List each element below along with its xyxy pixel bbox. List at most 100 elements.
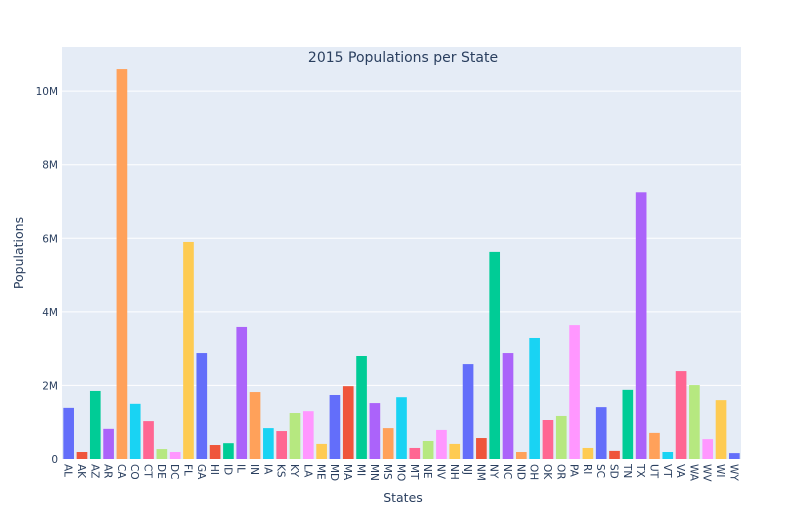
bar-IL[interactable] [236,326,248,459]
bar-GA[interactable] [196,353,208,459]
bar-OH[interactable] [529,337,540,459]
bar-CO[interactable] [129,403,141,459]
bar-MD[interactable] [329,394,341,459]
x-tick-label: NJ [461,464,473,475]
bar-ID[interactable] [223,443,234,459]
bar-MO[interactable] [396,397,407,459]
bar-TX[interactable] [635,192,647,459]
x-tick-label: SC [594,464,606,478]
x-tick-label: NY [488,464,500,479]
x-tick-label: CO [128,464,140,480]
bar-RI[interactable] [582,447,594,459]
x-tick-label: MI [355,464,367,476]
x-tick-label: MA [341,464,353,481]
bar-AZ[interactable] [89,390,101,459]
chart-title: 2015 Populations per State [308,50,498,66]
bar-MN[interactable] [369,403,381,459]
x-tick-label: TX [634,463,646,478]
x-tick-label: WI [714,464,726,477]
x-tick-label: NV [434,464,446,480]
bar-IA[interactable] [263,428,274,459]
x-tick-label: AR [102,464,114,478]
bar-AL[interactable] [63,407,74,459]
bar-WA[interactable] [689,385,700,459]
x-tick-label: AL [62,464,74,477]
bar-MI[interactable] [356,356,367,459]
bar-ND[interactable] [515,452,527,459]
x-axis-label: States [383,490,423,505]
bar-IN[interactable] [249,392,261,459]
y-axis-label: Populations [11,217,26,289]
x-tick-label: NM [474,464,486,481]
x-tick-label: SD [608,464,620,479]
x-tick-label: TN [621,463,633,478]
y-tick-label: 6M [42,233,58,245]
y-tick-label: 10M [36,86,58,98]
x-tick-label: MT [408,464,420,480]
x-tick-label: MO [395,464,407,481]
bar-KS[interactable] [276,431,288,459]
x-tick-label: KS [275,464,287,478]
bar-AK[interactable] [76,452,88,459]
bar-SD[interactable] [609,450,620,459]
x-tick-label: DE [155,464,167,479]
bar-NE[interactable] [422,440,434,459]
x-tick-label: AZ [88,464,100,478]
bar-WV[interactable] [702,439,714,459]
bar-AR[interactable] [103,428,114,459]
x-tick-label: OK [541,464,553,480]
bar-WI[interactable] [715,400,727,459]
bar-NC[interactable] [502,353,514,459]
x-tick-label: WY [727,464,739,481]
bar-DC[interactable] [169,452,181,459]
bar-CA[interactable] [116,69,128,460]
bar-UT[interactable] [649,432,660,459]
x-tick-label: NC [501,464,513,479]
bar-NV[interactable] [436,429,447,459]
bar-VA[interactable] [675,371,687,459]
bar-MT[interactable] [409,447,421,459]
x-tick-label: HI [208,464,220,475]
x-tick-label: KY [288,464,300,478]
bar-TN[interactable] [622,389,634,459]
x-tick-label: NE [421,464,433,479]
x-tick-label: OH [528,464,540,480]
x-tick-label: IN [248,464,260,475]
x-tick-label: ID [221,464,233,475]
bar-NY[interactable] [489,251,501,459]
x-tick-label: VT [661,464,673,478]
bar-NJ[interactable] [462,364,474,459]
bar-DE[interactable] [156,449,168,459]
y-tick-label: 8M [42,160,58,172]
bar-LA[interactable] [302,411,314,459]
x-tick-label: UT [647,464,659,479]
y-tick-label: 4M [42,307,58,319]
x-tick-label: IA [261,464,273,475]
bar-PA[interactable] [569,325,580,459]
x-tick-label: MS [381,464,393,480]
y-tick-label: 2M [42,380,58,392]
x-tick-label: CA [115,464,127,479]
bar-CT[interactable] [143,421,154,459]
x-tick-label: OR [554,464,566,480]
bar-VT[interactable] [662,452,674,459]
x-tick-label: GA [195,464,207,480]
bar-ME[interactable] [316,443,327,459]
x-tick-label: VA [674,464,686,479]
bar-SC[interactable] [595,407,607,459]
bar-KY[interactable] [289,413,301,459]
bar-MS[interactable] [382,428,394,459]
bar-WY[interactable] [729,453,740,459]
bar-FL[interactable] [183,241,194,459]
bar-OR[interactable] [555,415,567,459]
x-tick-label: WA [687,464,699,482]
y-tick-label: 0 [51,454,58,466]
bar-HI[interactable] [209,445,221,459]
bar-NH[interactable] [449,443,461,459]
bar-MA[interactable] [342,386,354,459]
x-tick-label: PA [568,464,580,478]
bar-OK[interactable] [542,420,554,459]
bar-NM[interactable] [476,438,487,459]
x-tick-label: WV [701,464,713,482]
